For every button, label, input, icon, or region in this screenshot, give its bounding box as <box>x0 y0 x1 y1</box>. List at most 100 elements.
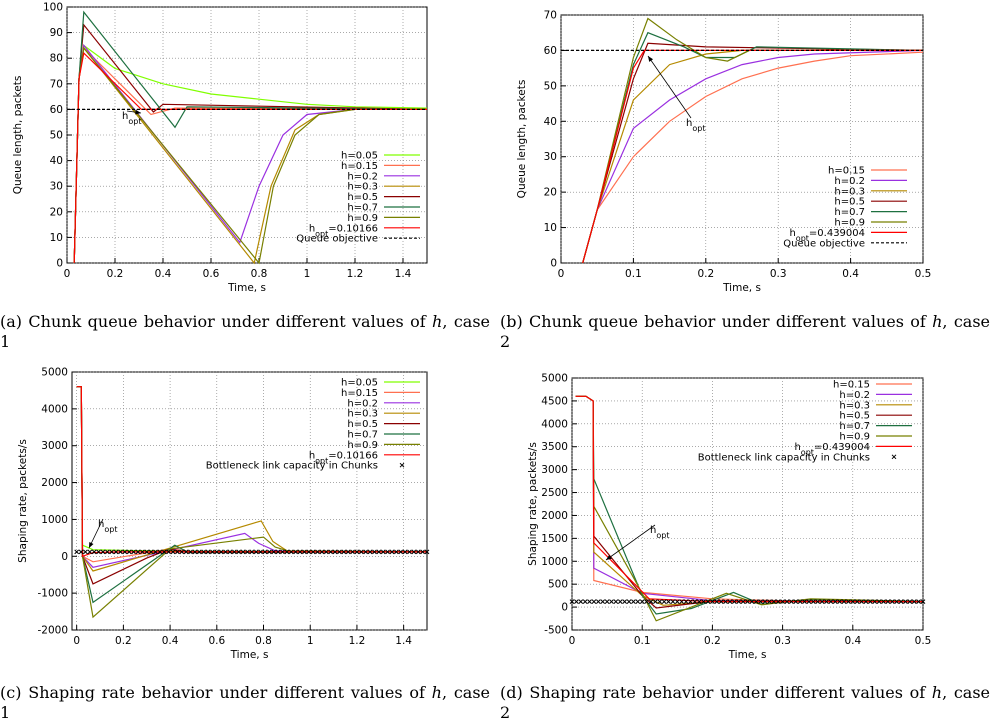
caption-a-tail: , case 1 <box>0 312 490 351</box>
y-tick-label: 4500 <box>541 395 568 407</box>
legend-label: h=0.3 <box>834 186 865 197</box>
series-line-7 <box>76 386 427 558</box>
capacity-marker <box>393 549 399 555</box>
y-tick-label: 3500 <box>541 441 568 453</box>
y-tick-label: 500 <box>548 579 568 591</box>
capacity-marker <box>424 549 430 555</box>
capacity-marker <box>262 549 268 555</box>
capacity-marker <box>710 599 715 604</box>
capacity-marker <box>771 599 777 604</box>
capacity-marker <box>302 549 307 555</box>
y-tick-label: -1000 <box>37 588 68 600</box>
capacity-marker <box>188 549 193 555</box>
capacity-marker <box>249 549 255 555</box>
y-tick-label: 4000 <box>41 403 68 415</box>
x-tick-label: 0.4 <box>162 635 179 647</box>
y-tick-label: 1000 <box>41 514 68 526</box>
chart-1: 0 10 20 30 40 50 60 70 0 0.1 0.2 0.3 0.4 0.5 Time, s Qu… <box>516 10 931 295</box>
caption-c-tail: , case 1 <box>0 683 491 722</box>
y-tick-label: 1000 <box>541 556 568 568</box>
capacity-marker <box>815 599 821 604</box>
capacity-marker <box>613 599 619 604</box>
y-tick-label: -500 <box>544 625 568 637</box>
capacity-marker <box>749 599 755 604</box>
capacity-marker <box>727 599 733 604</box>
capacity-marker <box>87 549 93 555</box>
capacity-marker <box>104 549 110 555</box>
hopt-arrowhead <box>606 554 612 560</box>
capacity-marker <box>635 599 641 604</box>
legend-label: h=0.15 <box>828 166 865 177</box>
capacity-marker <box>789 599 794 604</box>
legend-label: h=0.7 <box>834 207 865 218</box>
y-axis-label: Shaping rate, packets/s <box>527 442 539 566</box>
legend-label: h=0.5 <box>347 192 378 203</box>
series-line-4 <box>575 395 924 615</box>
capacity-marker <box>819 599 825 604</box>
series-line-5 <box>575 395 924 622</box>
capacity-marker <box>354 549 360 555</box>
legend-label: Bottleneck link capacity in Chunks <box>206 461 378 472</box>
series-line-2 <box>575 395 923 606</box>
capacity-marker <box>337 549 342 555</box>
capacity-marker <box>358 549 364 555</box>
capacity-marker <box>398 549 404 555</box>
capacity-marker <box>736 599 742 604</box>
x-tick-label: 0.4 <box>155 268 172 280</box>
hopt-arrowhead <box>89 542 94 548</box>
capacity-marker <box>701 599 706 604</box>
series-line-0 <box>582 51 924 264</box>
legend-label: h=0.3 <box>347 409 378 420</box>
capacity-marker <box>731 599 737 604</box>
capacity-marker <box>196 549 202 555</box>
y-tick-label: 10 <box>544 222 557 234</box>
capacity-marker <box>280 549 285 555</box>
hopt-annotation: hopt <box>650 525 669 540</box>
capacity-marker <box>859 599 864 604</box>
capacity-marker <box>100 549 106 555</box>
legend-label: h=0.7 <box>839 421 870 432</box>
capacity-marker <box>148 549 154 555</box>
legend-label: h=0.7 <box>347 430 378 441</box>
capacity-marker <box>661 599 667 604</box>
legend-label: h=0.9 <box>347 213 378 224</box>
caption-b: (b) Chunk queue behavior under different… <box>500 312 990 352</box>
x-tick-label: 0 <box>569 635 576 647</box>
caption-c: (c) Shaping rate behavior under differen… <box>0 683 490 723</box>
series-line-6 <box>575 395 923 603</box>
y-tick-label: 40 <box>544 116 557 128</box>
capacity-marker <box>587 599 592 604</box>
capacity-marker <box>218 549 224 555</box>
x-tick-label: 0.4 <box>842 268 859 280</box>
y-axis-label: Shaping rate, packets/s <box>17 439 29 563</box>
legend-label: h=0.3 <box>839 400 870 411</box>
y-tick-label: 0 <box>550 258 557 270</box>
legend-label: h=0.2 <box>834 176 865 187</box>
capacity-marker <box>753 599 759 604</box>
x-tick-label: 0.5 <box>915 635 932 647</box>
x-tick-label: 0.8 <box>255 635 272 647</box>
capacity-marker <box>131 549 136 555</box>
caption-c-label: (c) <box>0 683 22 702</box>
capacity-marker <box>784 599 790 604</box>
y-tick-label: 50 <box>544 80 557 92</box>
capacity-marker <box>118 549 123 555</box>
capacity-marker <box>903 599 908 604</box>
x-tick-label: 0.3 <box>770 268 787 280</box>
capacity-marker <box>591 599 597 604</box>
hopt-annotation: hopt <box>98 519 117 534</box>
legend-label: hopt=0.439004 <box>794 442 870 457</box>
x-tick-label: 0.4 <box>844 635 861 647</box>
y-tick-label: 20 <box>544 187 557 199</box>
capacity-marker <box>350 549 355 555</box>
hopt-arrowhead <box>135 109 141 115</box>
legend-label: h=0.9 <box>347 440 378 451</box>
capacity-marker <box>653 599 658 604</box>
y-tick-label: 0 <box>56 258 63 270</box>
capacity-marker <box>332 549 338 555</box>
x-axis-label: Time, s <box>230 649 269 661</box>
x-tick-label: 1.2 <box>349 635 366 647</box>
capacity-marker <box>245 549 250 555</box>
chart-3: -500050010001500200025003000350040004500… <box>527 373 931 662</box>
legend-label: h=0.9 <box>839 432 870 443</box>
